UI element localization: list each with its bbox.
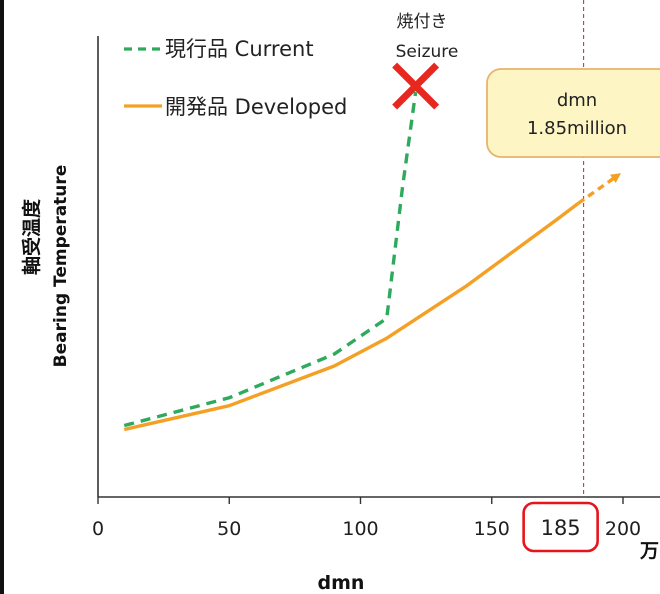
x-tick-label-150: 150 bbox=[474, 518, 510, 540]
y-axis-title-en: Bearing Temperature bbox=[51, 165, 71, 368]
callout-line-1: dmn bbox=[557, 90, 597, 111]
x-tick-label-100: 100 bbox=[342, 518, 378, 540]
highlight-185-label: 185 bbox=[541, 516, 581, 540]
callout-box bbox=[486, 68, 660, 158]
legend-current-label: 現行品 Current bbox=[165, 37, 314, 61]
seizure-x-marker bbox=[392, 62, 440, 110]
x-axis-unit: 万 bbox=[639, 540, 659, 562]
x-tick-label-50: 50 bbox=[217, 518, 241, 540]
legend-developed-label: 開発品 Developed bbox=[165, 95, 347, 119]
seizure-label-jp: 焼付き bbox=[397, 12, 448, 32]
frame-border bbox=[0, 0, 4, 594]
callout-line-2: 1.85million bbox=[527, 118, 627, 139]
y-axis-title-jp: 軸受温度 bbox=[20, 198, 43, 275]
x-tick-label-200: 200 bbox=[605, 518, 641, 540]
series-developed-extension-arrow bbox=[577, 173, 622, 205]
series-current-line bbox=[123, 91, 418, 428]
x-tick-label-0: 0 bbox=[92, 518, 104, 540]
series-group bbox=[123, 91, 622, 432]
series-developed-line bbox=[123, 201, 580, 432]
x-ticks: 0 50 100 150 200 bbox=[92, 497, 641, 540]
seizure-label-en: Seizure bbox=[396, 42, 459, 62]
highlight-185-box bbox=[522, 501, 599, 553]
x-axis-title: dmn bbox=[318, 572, 365, 594]
